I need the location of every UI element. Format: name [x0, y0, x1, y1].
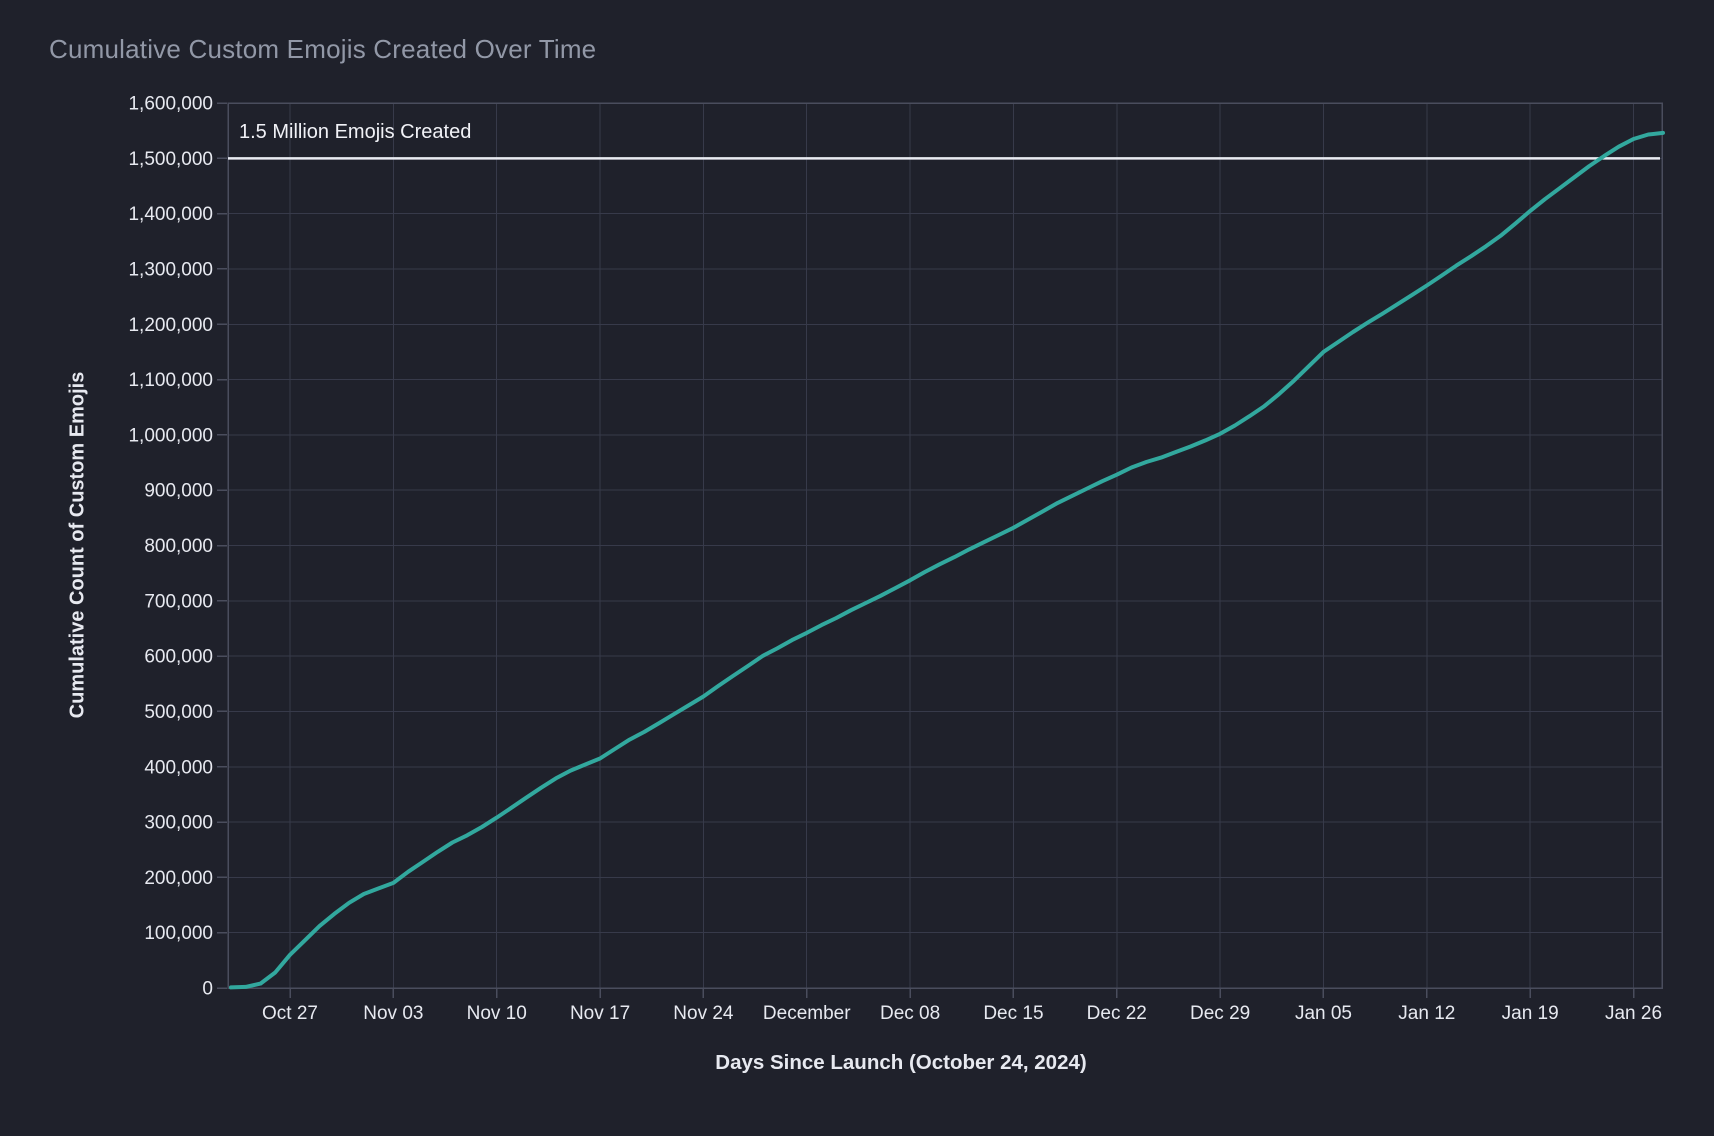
- y-tick-label: 1,200,000: [128, 315, 213, 336]
- y-tick-label: 500,000: [144, 702, 213, 723]
- y-tick-label: 1,300,000: [128, 259, 213, 280]
- y-tick-label: 0: [202, 979, 213, 1000]
- x-tick-label: Jan 19: [1502, 1003, 1559, 1024]
- x-tick-label: Nov 17: [570, 1003, 630, 1024]
- y-tick-label: 200,000: [144, 868, 213, 889]
- x-tick-label: December: [763, 1003, 851, 1024]
- y-tick-label: 1,600,000: [128, 94, 213, 115]
- y-tick-label: 1,500,000: [128, 149, 213, 170]
- plot-border: [227, 102, 1663, 989]
- x-tick-label: Nov 10: [467, 1003, 527, 1024]
- x-tick-label: Jan 12: [1398, 1003, 1455, 1024]
- x-tick-labels: Oct 27 Nov 03 Nov 10 Nov 17 Nov 24 December De…: [262, 1003, 1662, 1024]
- x-tick-label: Oct 27: [262, 1003, 318, 1024]
- y-tick-label: 800,000: [144, 536, 213, 557]
- x-tick-label: Nov 24: [673, 1003, 734, 1024]
- x-tick-label: Jan 05: [1295, 1003, 1352, 1024]
- y-tick-label: 300,000: [144, 813, 213, 834]
- chart-title: Cumulative Custom Emojis Created Over Ti…: [49, 34, 597, 64]
- milestone-annotation-label: 1.5 Million Emojis Created: [239, 121, 472, 143]
- x-tick-label: Jan 26: [1605, 1003, 1662, 1024]
- y-tick-label: 600,000: [144, 647, 213, 668]
- x-tick-label: Nov 03: [363, 1003, 423, 1024]
- y-tick-label: 900,000: [144, 481, 213, 502]
- gridlines: [228, 102, 1662, 989]
- y-tick-label: 400,000: [144, 757, 213, 778]
- y-tick-labels: 0 100,000 200,000 300,000 400,000 500,000 600,…: [128, 94, 213, 1000]
- x-tick-label: Dec 08: [880, 1003, 940, 1024]
- y-tick-label: 100,000: [144, 923, 213, 944]
- y-tick-label: 700,000: [144, 591, 213, 612]
- y-tick-label: 1,400,000: [128, 204, 213, 225]
- x-tick-label: Dec 15: [983, 1003, 1043, 1024]
- y-tick-label: 1,100,000: [128, 370, 213, 391]
- x-axis-title: Days Since Launch (October 24, 2024): [715, 1051, 1087, 1074]
- x-tick-label: Dec 29: [1190, 1003, 1250, 1024]
- y-tick-label: 1,000,000: [128, 425, 213, 446]
- x-tick-label: Dec 22: [1087, 1003, 1147, 1024]
- axis-tick-marks: [217, 102, 1635, 998]
- data-line-cumulative-emojis: [229, 130, 1665, 990]
